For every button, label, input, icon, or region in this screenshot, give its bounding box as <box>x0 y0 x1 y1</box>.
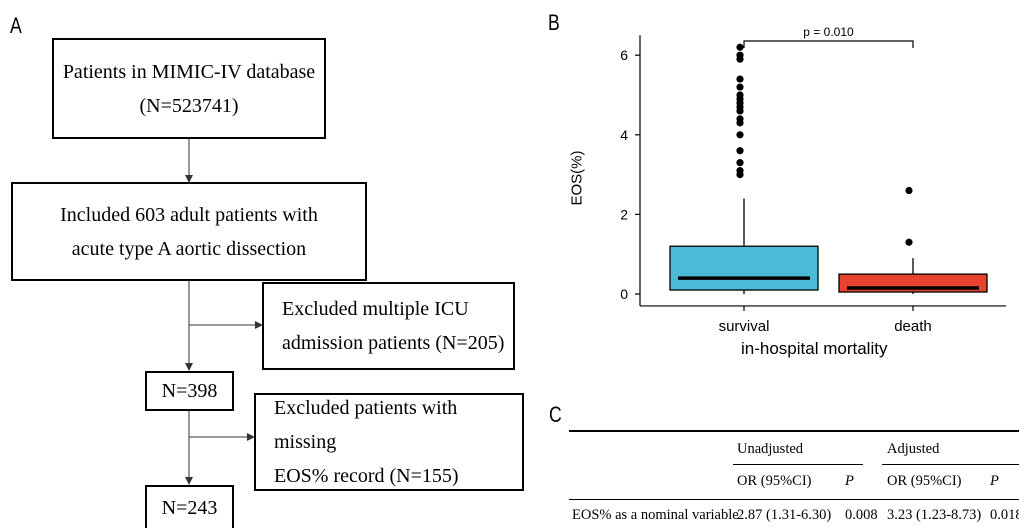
outlier-survival-6 <box>736 115 744 123</box>
flow-box-included-patients: Included 603 adult patients with acute ty… <box>11 182 367 281</box>
table-top-rule <box>569 430 1019 432</box>
y-tick-label-2: 2 <box>620 206 628 222</box>
outlier-death-0 <box>905 238 913 246</box>
subheader-p-adjusted: P <box>990 473 999 489</box>
outlier-survival-2 <box>736 159 744 167</box>
panel-label-c: C <box>549 402 562 427</box>
row-p-unadjusted: 0.008 <box>845 507 878 523</box>
flow-box-n243: N=243 <box>145 485 234 528</box>
panel-label-a: A <box>10 13 22 38</box>
flow-box-1-line2: (N=523741) <box>139 94 239 117</box>
flow-box-n398: N=398 <box>145 371 234 411</box>
flow-box-2-line2: acute type A aortic dissection <box>71 237 307 260</box>
outlier-survival-12 <box>736 83 744 91</box>
flow-exclusion-1-line2: admission patients (N=205) <box>282 332 505 354</box>
flow-box-2-line1: Included 603 adult patients with <box>60 203 318 226</box>
subheader-or-adjusted: OR (95%CI) <box>887 473 962 489</box>
outlier-death-1 <box>905 186 913 195</box>
box-survival <box>669 245 819 291</box>
flow-exclusion-1-line1: Excluded multiple ICU <box>282 298 469 320</box>
outlier-survival-3 <box>736 147 744 155</box>
header-unadjusted: Unadjusted <box>737 441 804 457</box>
table-mid-rule <box>569 499 1019 500</box>
significance-bracket <box>743 40 914 48</box>
flow-box-3-text: N=398 <box>161 380 218 402</box>
outlier-survival-11 <box>736 91 744 99</box>
y-tick-label-4: 4 <box>620 127 628 143</box>
subheader-or-unadjusted: OR (95%CI) <box>737 473 812 489</box>
y-axis-label: EOS(%) <box>568 150 586 206</box>
outlier-survival-15 <box>736 51 744 59</box>
panel-label-b: B <box>548 10 560 35</box>
x-axis-label: in-hospital mortality <box>741 339 888 358</box>
flow-box-4-text: N=243 <box>161 496 218 519</box>
x-tick-label-survival: survival <box>719 318 770 335</box>
flow-box-exclusion-icu: Excluded multiple ICU admission patients … <box>262 282 515 370</box>
y-tick-label-6: 6 <box>620 47 628 63</box>
outlier-survival-1 <box>736 167 744 175</box>
flow-box-1-line1: Patients in MIMIC-IV database <box>62 60 316 83</box>
flow-exclusion-2-line2: EOS% record (N=155) <box>274 465 459 487</box>
y-tick-label-0: 0 <box>620 286 628 302</box>
flow-box-exclusion-eos: Excluded patients with missing EOS% recor… <box>254 393 524 491</box>
header-rule-adjusted <box>882 464 1019 465</box>
outlier-survival-13 <box>736 75 744 83</box>
header-adjusted: Adjusted <box>887 441 940 457</box>
outlier-survival-16 <box>736 43 744 51</box>
row-or-unadjusted: 2.87 (1.31-6.30) <box>737 507 832 523</box>
flow-exclusion-2-line1: Excluded patients with missing <box>274 397 458 453</box>
row-label: EOS% as a nominal variable <box>572 507 739 523</box>
row-p-adjusted: 0.018 <box>990 507 1019 523</box>
flow-box-mimic-patients: Patients in MIMIC-IV database (N=523741) <box>52 38 326 139</box>
outlier-survival-4 <box>736 131 744 139</box>
row-or-adjusted: 3.23 (1.23-8.73) <box>887 507 982 523</box>
header-rule-unadjusted <box>733 464 863 465</box>
subheader-p-unadjusted: P <box>845 473 854 489</box>
x-tick-label-death: death <box>894 318 932 335</box>
significance-label: p = 0.010 <box>803 25 854 39</box>
